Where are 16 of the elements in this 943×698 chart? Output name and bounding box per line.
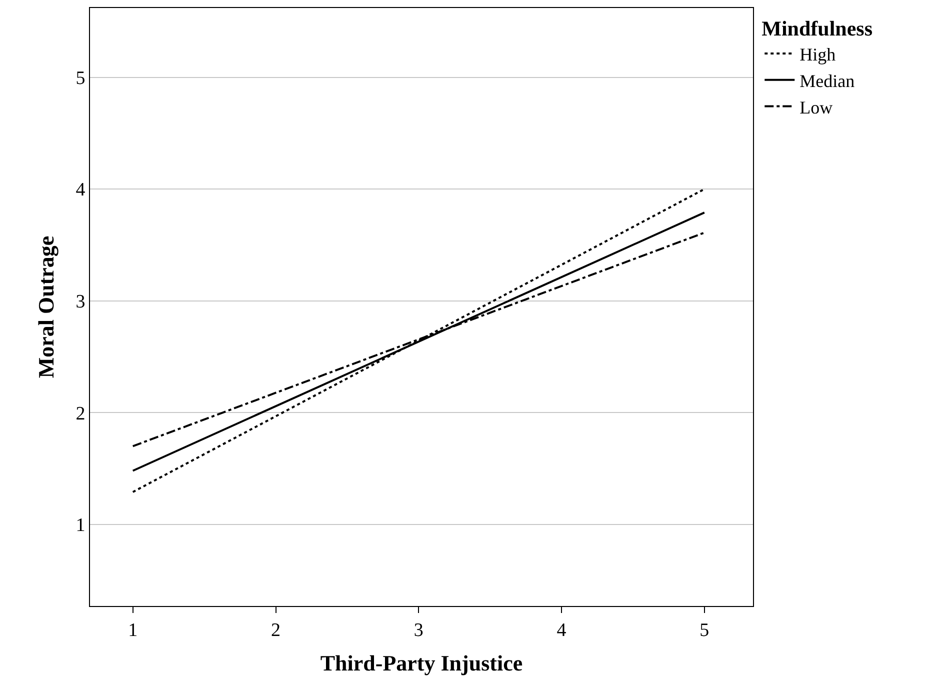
legend-label: Low <box>800 97 833 118</box>
y-tick-label: 3 <box>76 292 86 312</box>
legend-title: Mindfulness <box>762 16 873 40</box>
legend-label: High <box>800 44 836 65</box>
x-tick-label: 4 <box>556 620 567 641</box>
x-tick-label: 3 <box>414 620 424 641</box>
x-tick-label: 5 <box>700 620 710 641</box>
x-tick-label: 2 <box>271 620 280 641</box>
y-tick-label: 5 <box>76 68 86 89</box>
y-tick-label: 2 <box>76 403 86 424</box>
y-tick-label: 4 <box>76 180 86 201</box>
y-axis-title: Moral Outrage <box>34 236 58 378</box>
x-axis-title: Third-Party Injustice <box>320 650 523 676</box>
y-tick-label: 1 <box>76 515 86 536</box>
x-tick-label: 1 <box>128 620 138 641</box>
legend-label: Median <box>800 70 855 91</box>
